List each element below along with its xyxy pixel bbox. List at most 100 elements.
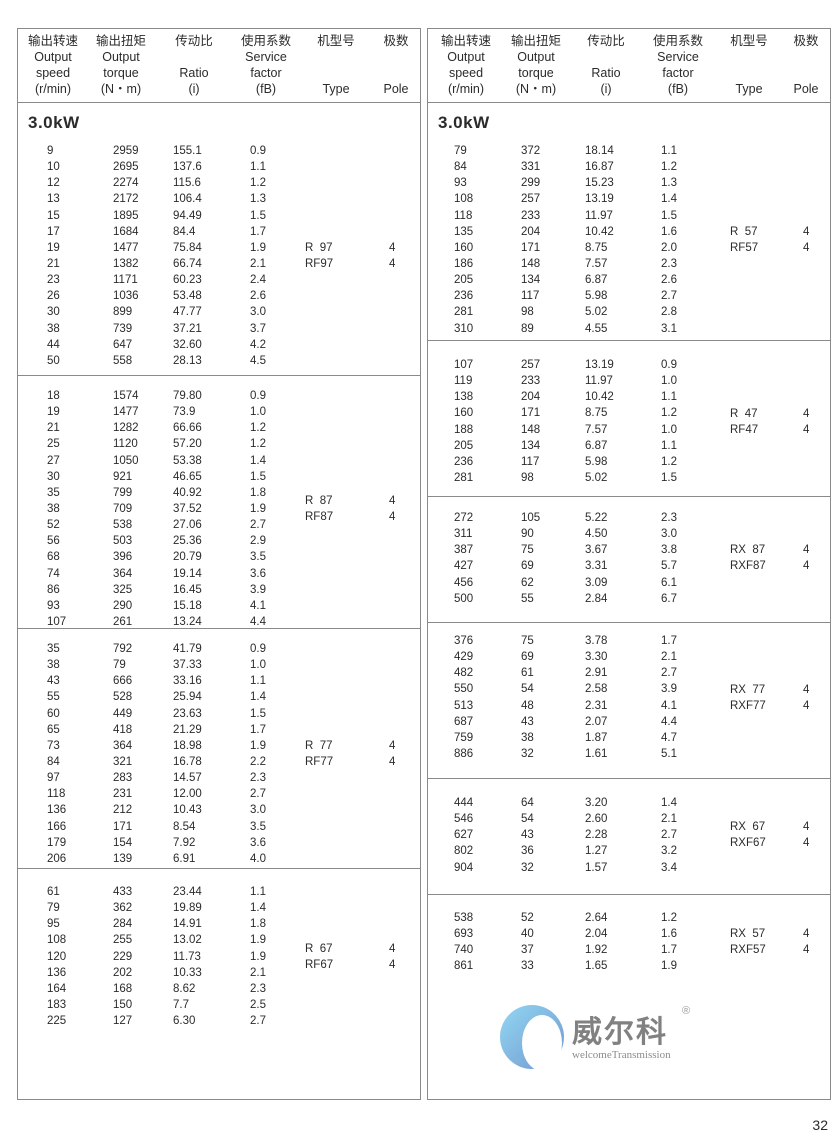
table-row: 12 2274 115.6 1.2 (47, 175, 305, 191)
header-en2: speed (35, 66, 71, 80)
table-row: 160 171 8.75 1.2 (454, 405, 730, 421)
section-body: 61 433 23.44 1.1 79 362 19.89 1.4 95 284 14.91 1.8 1… (18, 869, 420, 1029)
model-line: RF47 4 (730, 422, 815, 438)
header-cell: 输出扭矩 Output torque (N・m) (96, 33, 146, 97)
cell-torque: 503 (113, 535, 133, 548)
cell-ratio: 8.54 (173, 820, 196, 833)
cell-speed: 52 (47, 519, 60, 532)
model-line: RF67 4 (305, 957, 401, 973)
model-line: RF57 4 (730, 240, 815, 256)
header-cell: 传动比 Ratio (i) (587, 33, 625, 97)
cell-ratio: 11.73 (173, 950, 201, 963)
cell-service-factor: 1.2 (661, 161, 677, 174)
cell-speed: 15 (47, 209, 60, 222)
cell-speed: 108 (47, 934, 67, 947)
cell-ratio: 5.22 (585, 512, 608, 524)
cell-torque: 1171 (113, 274, 138, 287)
header-unit: Pole (383, 82, 409, 96)
left-table: 输出转速 Output speed (r/min) 输出扭矩 Output torque (N… (17, 28, 421, 1100)
cell-ratio: 14.91 (173, 918, 202, 931)
table-row: 482 61 2.91 2.7 (454, 665, 730, 681)
table-row: 38 709 37.52 1.9 (47, 501, 305, 517)
cell-speed: 904 (454, 861, 474, 874)
model-type: R 67 (305, 942, 333, 955)
table-row: 61 433 23.44 1.1 (47, 884, 305, 900)
cell-service-factor: 1.5 (250, 470, 266, 483)
cell-service-factor: 2.2 (250, 755, 266, 768)
table-row: 456 62 3.09 6.1 (454, 575, 730, 591)
cell-service-factor: 3.7 (250, 322, 266, 335)
section-body: 107 257 13.19 0.9 119 233 11.97 1.0 138 204 10.42 1… (428, 341, 830, 486)
cell-speed: 236 (454, 290, 474, 303)
cell-speed: 236 (454, 455, 474, 468)
section-body: 18 1574 79.80 0.9 19 1477 73.9 1.0 21 1282 66.66 1.… (18, 376, 420, 630)
table-row: 740 37 1.92 1.7 (454, 942, 730, 958)
table-row: 73 364 18.98 1.9 (47, 738, 305, 754)
cell-torque: 98 (521, 306, 534, 319)
table-row: 861 33 1.65 1.9 (454, 958, 730, 974)
table-section: 61 433 23.44 1.1 79 362 19.89 1.4 95 284 14.91 1.8 1… (18, 869, 420, 1100)
cell-speed: 61 (47, 886, 60, 898)
cell-speed: 30 (47, 470, 60, 483)
header-zh: 使用系数 (240, 34, 292, 48)
cell-speed: 538 (454, 912, 474, 924)
header-unit: (fB) (667, 82, 689, 96)
cell-ratio: 14.57 (173, 772, 202, 785)
cell-service-factor: 2.3 (250, 982, 266, 995)
cell-ratio: 2.60 (585, 813, 608, 826)
cell-service-factor: 1.1 (250, 886, 266, 898)
model-line: RX 77 4 (730, 682, 815, 698)
cell-service-factor: 1.0 (661, 375, 677, 388)
cell-torque: 921 (113, 470, 133, 483)
cell-speed: 627 (454, 829, 474, 842)
cell-torque: 2274 (113, 177, 139, 190)
header-cell: 使用系数 Service factor (fB) (653, 33, 703, 97)
cell-torque: 396 (113, 551, 133, 564)
cell-ratio: 106.4 (173, 193, 202, 206)
cell-speed: 120 (47, 950, 67, 963)
header-en1: Service (657, 50, 699, 64)
table-row: 107 257 13.19 0.9 (454, 357, 730, 373)
table-row: 500 55 2.84 6.7 (454, 591, 730, 607)
table-row: 135 204 10.42 1.6 (454, 224, 730, 240)
cell-ratio: 79.80 (173, 390, 202, 402)
cell-speed: 456 (454, 576, 474, 589)
table-row: 387 75 3.67 3.8 (454, 542, 730, 558)
cell-torque: 257 (521, 193, 541, 206)
pole-count: 4 (803, 837, 810, 850)
cell-torque: 1382 (113, 257, 139, 270)
cell-service-factor: 2.7 (661, 829, 677, 842)
cell-speed: 13 (47, 193, 60, 206)
cell-service-factor: 4.5 (250, 354, 266, 367)
header-cell: 输出转速 Output speed (r/min) (441, 33, 491, 97)
model-type: R 77 (305, 739, 333, 752)
table-row: 310 89 4.55 3.1 (454, 321, 730, 337)
header-en2: Ratio (179, 66, 209, 80)
cell-ratio: 8.62 (173, 982, 196, 995)
cell-service-factor: 1.1 (661, 391, 677, 404)
cell-ratio: 15.18 (173, 599, 202, 612)
cell-service-factor: 1.3 (661, 177, 677, 190)
cell-torque: 792 (113, 643, 133, 655)
cell-torque: 1050 (113, 454, 139, 467)
cell-ratio: 32.60 (173, 338, 202, 351)
model-line: RX 57 4 (730, 926, 815, 942)
model-line: R 97 4 (305, 240, 401, 256)
table-row: 19 1477 73.9 1.0 (47, 404, 305, 420)
model-line: RXF87 4 (730, 558, 815, 574)
cell-service-factor: 1.4 (250, 902, 266, 915)
cell-ratio: 15.23 (585, 177, 614, 190)
cell-service-factor: 1.2 (250, 438, 266, 451)
cell-service-factor: 1.7 (250, 723, 266, 736)
header-cell: 使用系数 Service factor (fB) (241, 33, 291, 97)
cell-service-factor: 4.1 (661, 699, 677, 712)
cell-torque: 148 (521, 423, 541, 436)
table-section: 3.0kW 9 2959 155.1 0.9 10 2695 137.6 1.1 12 2274 11… (18, 103, 420, 376)
cell-speed: 79 (454, 145, 467, 157)
cell-torque: 62 (521, 576, 534, 589)
table-row: 627 43 2.28 2.7 (454, 827, 730, 843)
cell-speed: 21 (47, 257, 60, 270)
cell-torque: 233 (521, 375, 541, 388)
header-zh: 极数 (793, 34, 819, 48)
cell-service-factor: 1.2 (661, 912, 677, 924)
